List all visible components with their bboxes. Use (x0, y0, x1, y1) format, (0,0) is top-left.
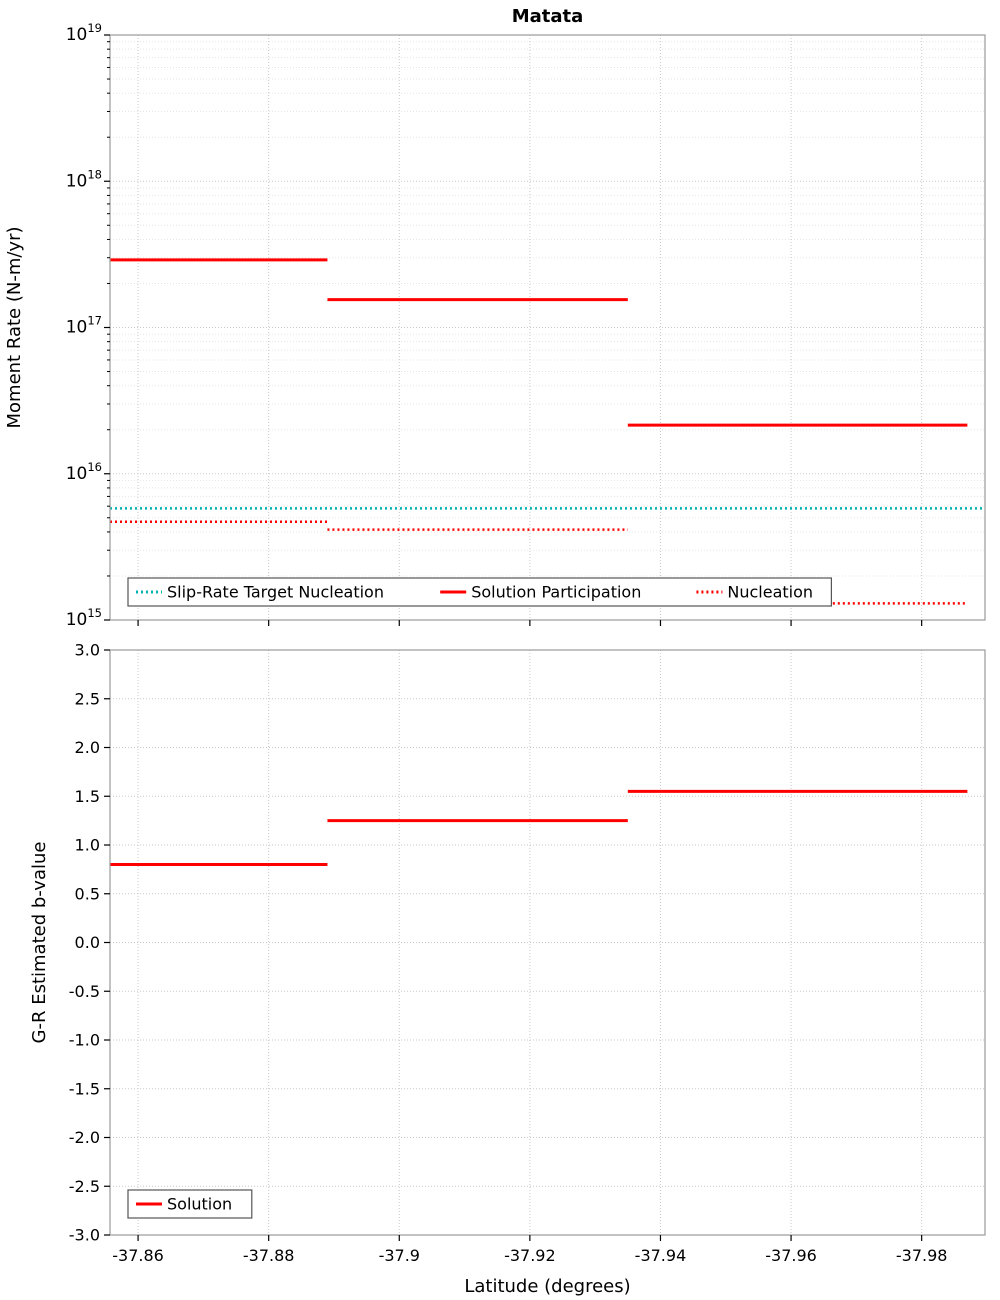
y-tick-label: 0.5 (75, 884, 100, 903)
y-tick-label: 1.5 (75, 787, 100, 806)
legend-label: Solution (167, 1195, 232, 1214)
plot-border (109, 649, 986, 1236)
legend: Slip-Rate Target Nucleation Solution Part… (127, 577, 833, 607)
y-tick-label: 2.5 (75, 689, 100, 708)
y-axis-label: Moment Rate (N-m/yr) (4, 227, 25, 429)
y-tick-label: -0.5 (69, 982, 100, 1001)
y-tick-label: 0.0 (75, 933, 100, 952)
y-tick-label: 1016 (66, 460, 102, 484)
x-tick-label: -37.86 (112, 1246, 164, 1265)
x-axis-label: Latitude (degrees) (464, 1276, 630, 1297)
legend-label: Solution Participation (471, 583, 641, 602)
plot-0: 1019 1018 1017 1016 1015 Matata Moment Rate (N… (4, 6, 986, 630)
y-tick-label: 3.0 (75, 641, 100, 660)
y-tick-label: -2.5 (69, 1177, 100, 1196)
x-tick-label: -37.88 (243, 1246, 295, 1265)
y-tick-label: 1017 (66, 314, 102, 338)
y-axis-label: G-R Estimated b-value (29, 842, 50, 1044)
y-tick-label: -3.0 (69, 1226, 100, 1245)
y-tick-label: -1.5 (69, 1079, 100, 1098)
y-tick-label: 1015 (66, 606, 102, 630)
plot-border (109, 34, 986, 621)
legend: Solution (127, 1189, 253, 1219)
x-tick-label: -37.92 (504, 1246, 556, 1265)
x-tick-label: -37.9 (379, 1246, 420, 1265)
axis-ticks (104, 649, 923, 1241)
y-tick-label: -1.0 (69, 1031, 100, 1050)
chart-title: Matata (512, 6, 584, 27)
gridlines (110, 649, 985, 1236)
y-tick-label: 2.0 (75, 738, 100, 757)
y-tick-label: 1018 (66, 167, 102, 191)
y-tick-label: 1.0 (75, 836, 100, 855)
series-solution-participation (110, 258, 968, 427)
axis-ticks (104, 34, 923, 626)
series-solution (110, 789, 968, 866)
y-tick-label: 1019 (66, 21, 102, 45)
y-tick-label: -2.0 (69, 1128, 100, 1147)
x-tick-label: -37.94 (635, 1246, 687, 1265)
x-tick-label: -37.98 (896, 1246, 948, 1265)
legend-label: Slip-Rate Target Nucleation (167, 583, 384, 602)
plot-1: 3.0 2.5 2.0 1.5 1.0 0.5 0.0 -0.5 -1.0 -1.5 -2.0 -2.… (29, 641, 986, 1297)
x-tick-label: -37.96 (765, 1246, 817, 1265)
legend-box (127, 577, 833, 607)
legend-label: Nucleation (727, 583, 813, 602)
gridlines (110, 34, 985, 621)
